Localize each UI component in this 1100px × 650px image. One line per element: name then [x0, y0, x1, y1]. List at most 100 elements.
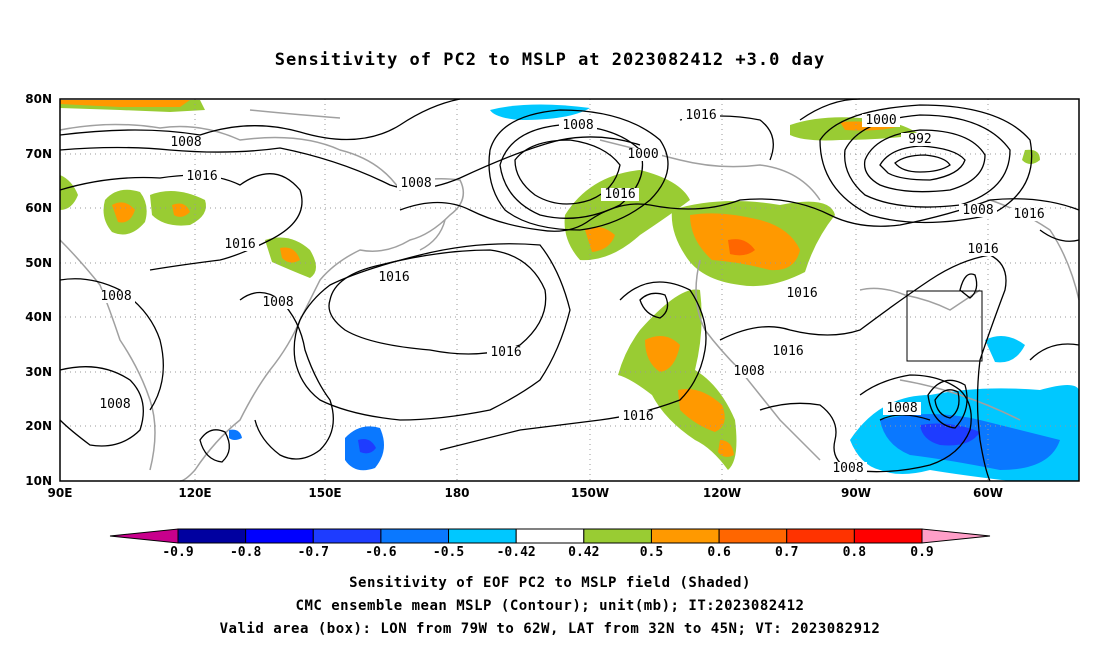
contour-label: 992 [908, 132, 931, 147]
contour-label-bg [862, 114, 900, 127]
colorbar-segment [177, 528, 247, 544]
plot-frame [59, 98, 1080, 482]
colorbar-low-arrow [109, 528, 179, 544]
contour-label-bg [397, 177, 435, 190]
footer-line-1: Sensitivity of EOF PC2 to MSLP field (Sh… [349, 575, 751, 591]
shade-positive-europe [1022, 149, 1040, 164]
contour-label-bg [624, 148, 662, 161]
colorbar-segment [515, 528, 585, 544]
contour-label: 1016 [186, 169, 217, 184]
lat-label: 60N [25, 201, 52, 215]
contour-label: 1016 [224, 237, 255, 252]
contour-label: 1008 [562, 118, 593, 133]
contour-label-bg [1010, 208, 1048, 221]
lon-label: 150E [308, 486, 341, 500]
colorbar-tick-label: 0.9 [910, 545, 933, 560]
contour-label-bg [829, 462, 867, 475]
colorbar-tick-label: 0.7 [775, 545, 798, 560]
contour-label-bg [901, 133, 939, 146]
shade-positive-west [60, 175, 78, 210]
valid-area-box [906, 290, 983, 362]
contour-label-bg [964, 243, 1002, 256]
contour-label: 1008 [962, 203, 993, 218]
contour-label-bg [183, 170, 221, 183]
contour-label-bg [97, 290, 135, 303]
contour-label-bg [619, 410, 657, 423]
colorbar-tick-label: 0.42 [568, 545, 599, 560]
shade-negative-pacific-core [358, 439, 376, 454]
contour-label: 1000 [865, 113, 896, 128]
contour-label-bg [883, 402, 921, 415]
contour-label: 1016 [622, 409, 653, 424]
colorbar-tick-label: -0.42 [497, 545, 536, 560]
lat-label: 20N [25, 419, 52, 433]
lat-label: 30N [25, 365, 52, 379]
shade-orange-pacific-2 [678, 389, 725, 432]
shade-red-canada [728, 239, 755, 256]
lat-label: 70N [25, 147, 52, 161]
colorbar-segment [786, 528, 855, 544]
contour-label-bg [601, 188, 639, 201]
colorbar-segment [650, 528, 720, 544]
map-title: Sensitivity of PC2 to MSLP at 2023082412… [274, 50, 826, 70]
lon-label: 120E [178, 486, 211, 500]
lon-label: 90E [48, 486, 73, 500]
shade-orange-asia-3 [280, 247, 300, 263]
colorbar-tick-label: -0.6 [365, 545, 396, 560]
contour-label: 1008 [262, 295, 293, 310]
colorbar-segment [312, 528, 382, 544]
footer-line-2: CMC ensemble mean MSLP (Contour); unit(m… [295, 598, 805, 614]
contour-label: 1016 [967, 242, 998, 257]
lat-label: 50N [25, 256, 52, 270]
colorbar-segment [853, 528, 923, 544]
contour-label: 1016 [1013, 207, 1044, 222]
colorbar-tick-label: 0.5 [640, 545, 663, 560]
contour-label: 1008 [170, 135, 201, 150]
contour-label-bg [730, 365, 768, 378]
contour-label-bg [167, 136, 205, 149]
shade-orange-alaska [585, 226, 615, 252]
lon-label: 150W [571, 486, 609, 500]
contour-label-bg [682, 109, 720, 122]
lon-label: 60W [973, 486, 1003, 500]
contour-label: 1008 [886, 401, 917, 416]
contour-labels: 1008 1008 1016 1016 1008 1008 1000 1016 1008 1016… [96, 108, 1048, 476]
contour-label-bg [487, 346, 525, 359]
lon-label: 120W [703, 486, 741, 500]
contour-label: 1008 [400, 176, 431, 191]
colorbar-high-arrow [921, 528, 991, 544]
contour-label: 1016 [378, 270, 409, 285]
contour-label: 1008 [832, 461, 863, 476]
colorbar-tick-label: -0.5 [433, 545, 464, 560]
contour-label-bg [783, 287, 821, 300]
lon-label: 90W [841, 486, 871, 500]
colorbar: -0.9 -0.8 -0.7 -0.6 -0.5 -0.42 0.42 0.5 0.6 0.7 0.… [109, 528, 991, 560]
contour-label-bg [375, 271, 413, 284]
contour-label-bg [221, 238, 259, 251]
shade-orange-asia-1 [112, 202, 135, 223]
contour-label: 1008 [99, 397, 130, 412]
contour-label-bg [959, 204, 997, 217]
shade-negative-box-east [985, 336, 1025, 363]
lat-label: 10N [25, 474, 52, 488]
lat-label: 80N [25, 92, 52, 106]
footer-line-3: Valid area (box): LON from 79W to 62W, L… [219, 621, 881, 637]
contour-label: 1016 [786, 286, 817, 301]
contour-label: 1016 [490, 345, 521, 360]
contour-label: 1016 [604, 187, 635, 202]
lon-label: 180 [444, 486, 469, 500]
contour-label-bg [259, 296, 297, 309]
colorbar-segment [245, 528, 314, 544]
colorbar-segment [380, 528, 450, 544]
colorbar-segment [448, 528, 517, 544]
contour-label-bg [96, 398, 134, 411]
contour-label: 1016 [772, 344, 803, 359]
lat-label: 40N [25, 310, 52, 324]
axis-labels: 90E 120E 150E 180 150W 120W 90W 60W 80N 70N 60N 50N… [25, 92, 1003, 500]
contour-label: 1000 [627, 147, 658, 162]
contour-label: 1008 [733, 364, 764, 379]
colorbar-segment [718, 528, 788, 544]
colorbar-tick-label: 0.6 [707, 545, 731, 560]
colorbar-tick-label: -0.7 [298, 545, 329, 560]
